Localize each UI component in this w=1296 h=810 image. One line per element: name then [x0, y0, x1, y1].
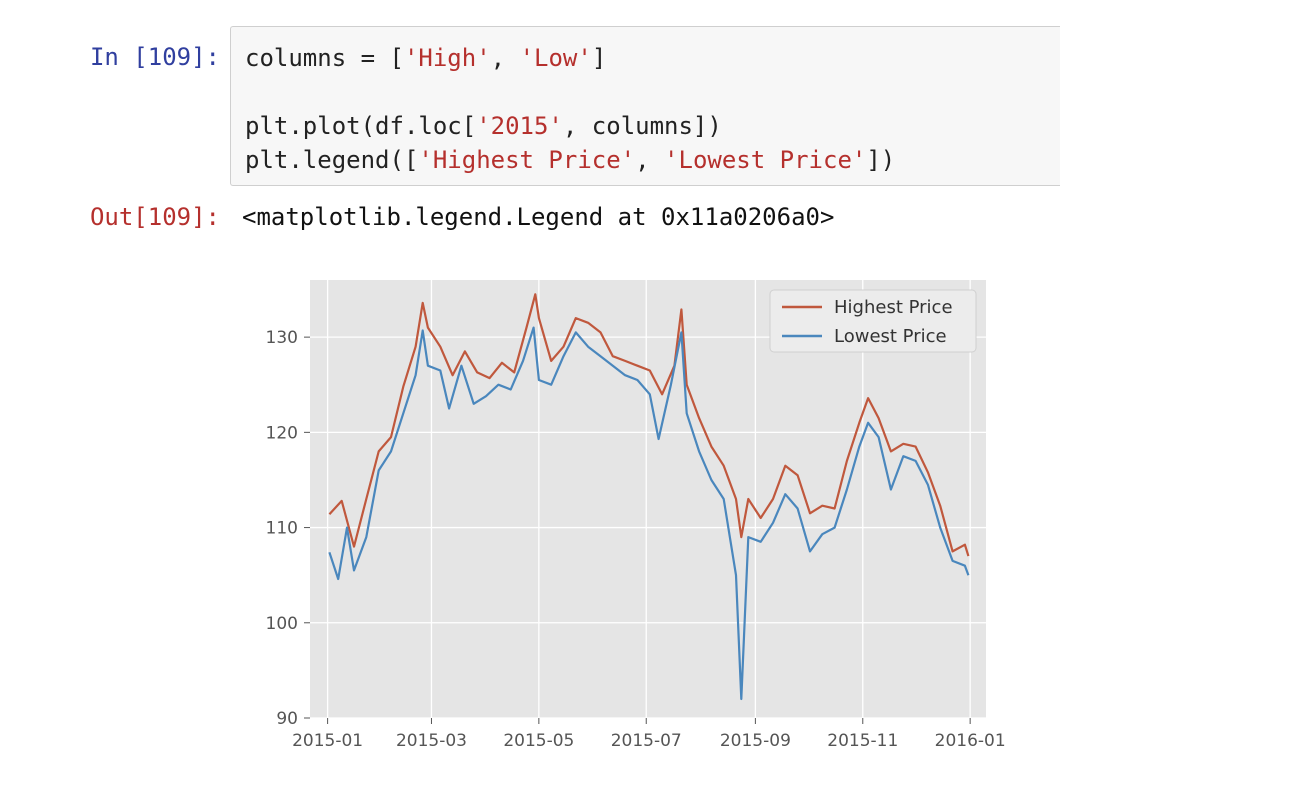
series-layer	[328, 293, 970, 701]
code-string: 'High'	[403, 44, 491, 72]
code-line-1: columns = ['High', 'Low']	[245, 41, 606, 75]
code-token: plt.legend([	[245, 146, 419, 174]
legend-label: Highest Price	[834, 297, 953, 318]
code-token: plt.plot(df.loc[	[245, 112, 477, 140]
x-tick-label: 2015-03	[396, 731, 467, 751]
x-tick-label: 2015-01	[292, 731, 363, 751]
y-tick-label: 110	[266, 519, 298, 539]
code-string: 'Low'	[519, 44, 592, 72]
code-line-3: plt.legend(['Highest Price', 'Lowest Pri…	[245, 143, 895, 177]
y-tick-label: 100	[266, 614, 298, 634]
series-line-highest-price	[328, 293, 970, 557]
y-tick-label: 90	[276, 709, 298, 729]
line-chart: 90 100 110 120 130 2015-01 2015-03 2015-05 2015-…	[266, 280, 1006, 751]
code-string: 'Lowest Price'	[664, 146, 867, 174]
x-tick-label: 2015-09	[720, 731, 791, 751]
code-token: columns = [	[245, 44, 404, 72]
code-token: ]	[591, 44, 607, 72]
out-prompt: Out[109]:	[89, 203, 220, 231]
code-string: 'Highest Price'	[418, 146, 636, 174]
x-tick-label: 2015-05	[503, 731, 574, 751]
x-tick-label: 2015-07	[611, 731, 682, 751]
code-cell[interactable]: columns = ['High', 'Low'] plt.plot(df.lo…	[230, 26, 1060, 186]
in-prompt: In [109]:	[89, 43, 220, 71]
code-line-2: plt.plot(df.loc['2015', columns])	[245, 109, 722, 143]
y-tick-label: 130	[266, 328, 298, 348]
axes: 90 100 110 120 130 2015-01 2015-03 2015-05 2015-…	[266, 328, 1006, 751]
y-tick-label: 120	[266, 423, 298, 443]
series-line-lowest-price	[328, 326, 970, 701]
x-tick-label: 2015-11	[827, 731, 898, 751]
plot-area	[310, 280, 986, 718]
code-token: ,	[635, 146, 665, 174]
legend: Highest Price Lowest Price	[769, 289, 977, 353]
code-token: , columns])	[562, 112, 722, 140]
legend-label: Lowest Price	[834, 326, 947, 347]
code-token: ])	[866, 146, 896, 174]
grid-lines	[310, 280, 986, 719]
x-tick-label: 2016-01	[935, 731, 1006, 751]
code-string: '2015'	[476, 112, 563, 140]
output-text: <matplotlib.legend.Legend at 0x11a0206a0…	[242, 203, 835, 231]
code-token: ,	[490, 44, 520, 72]
